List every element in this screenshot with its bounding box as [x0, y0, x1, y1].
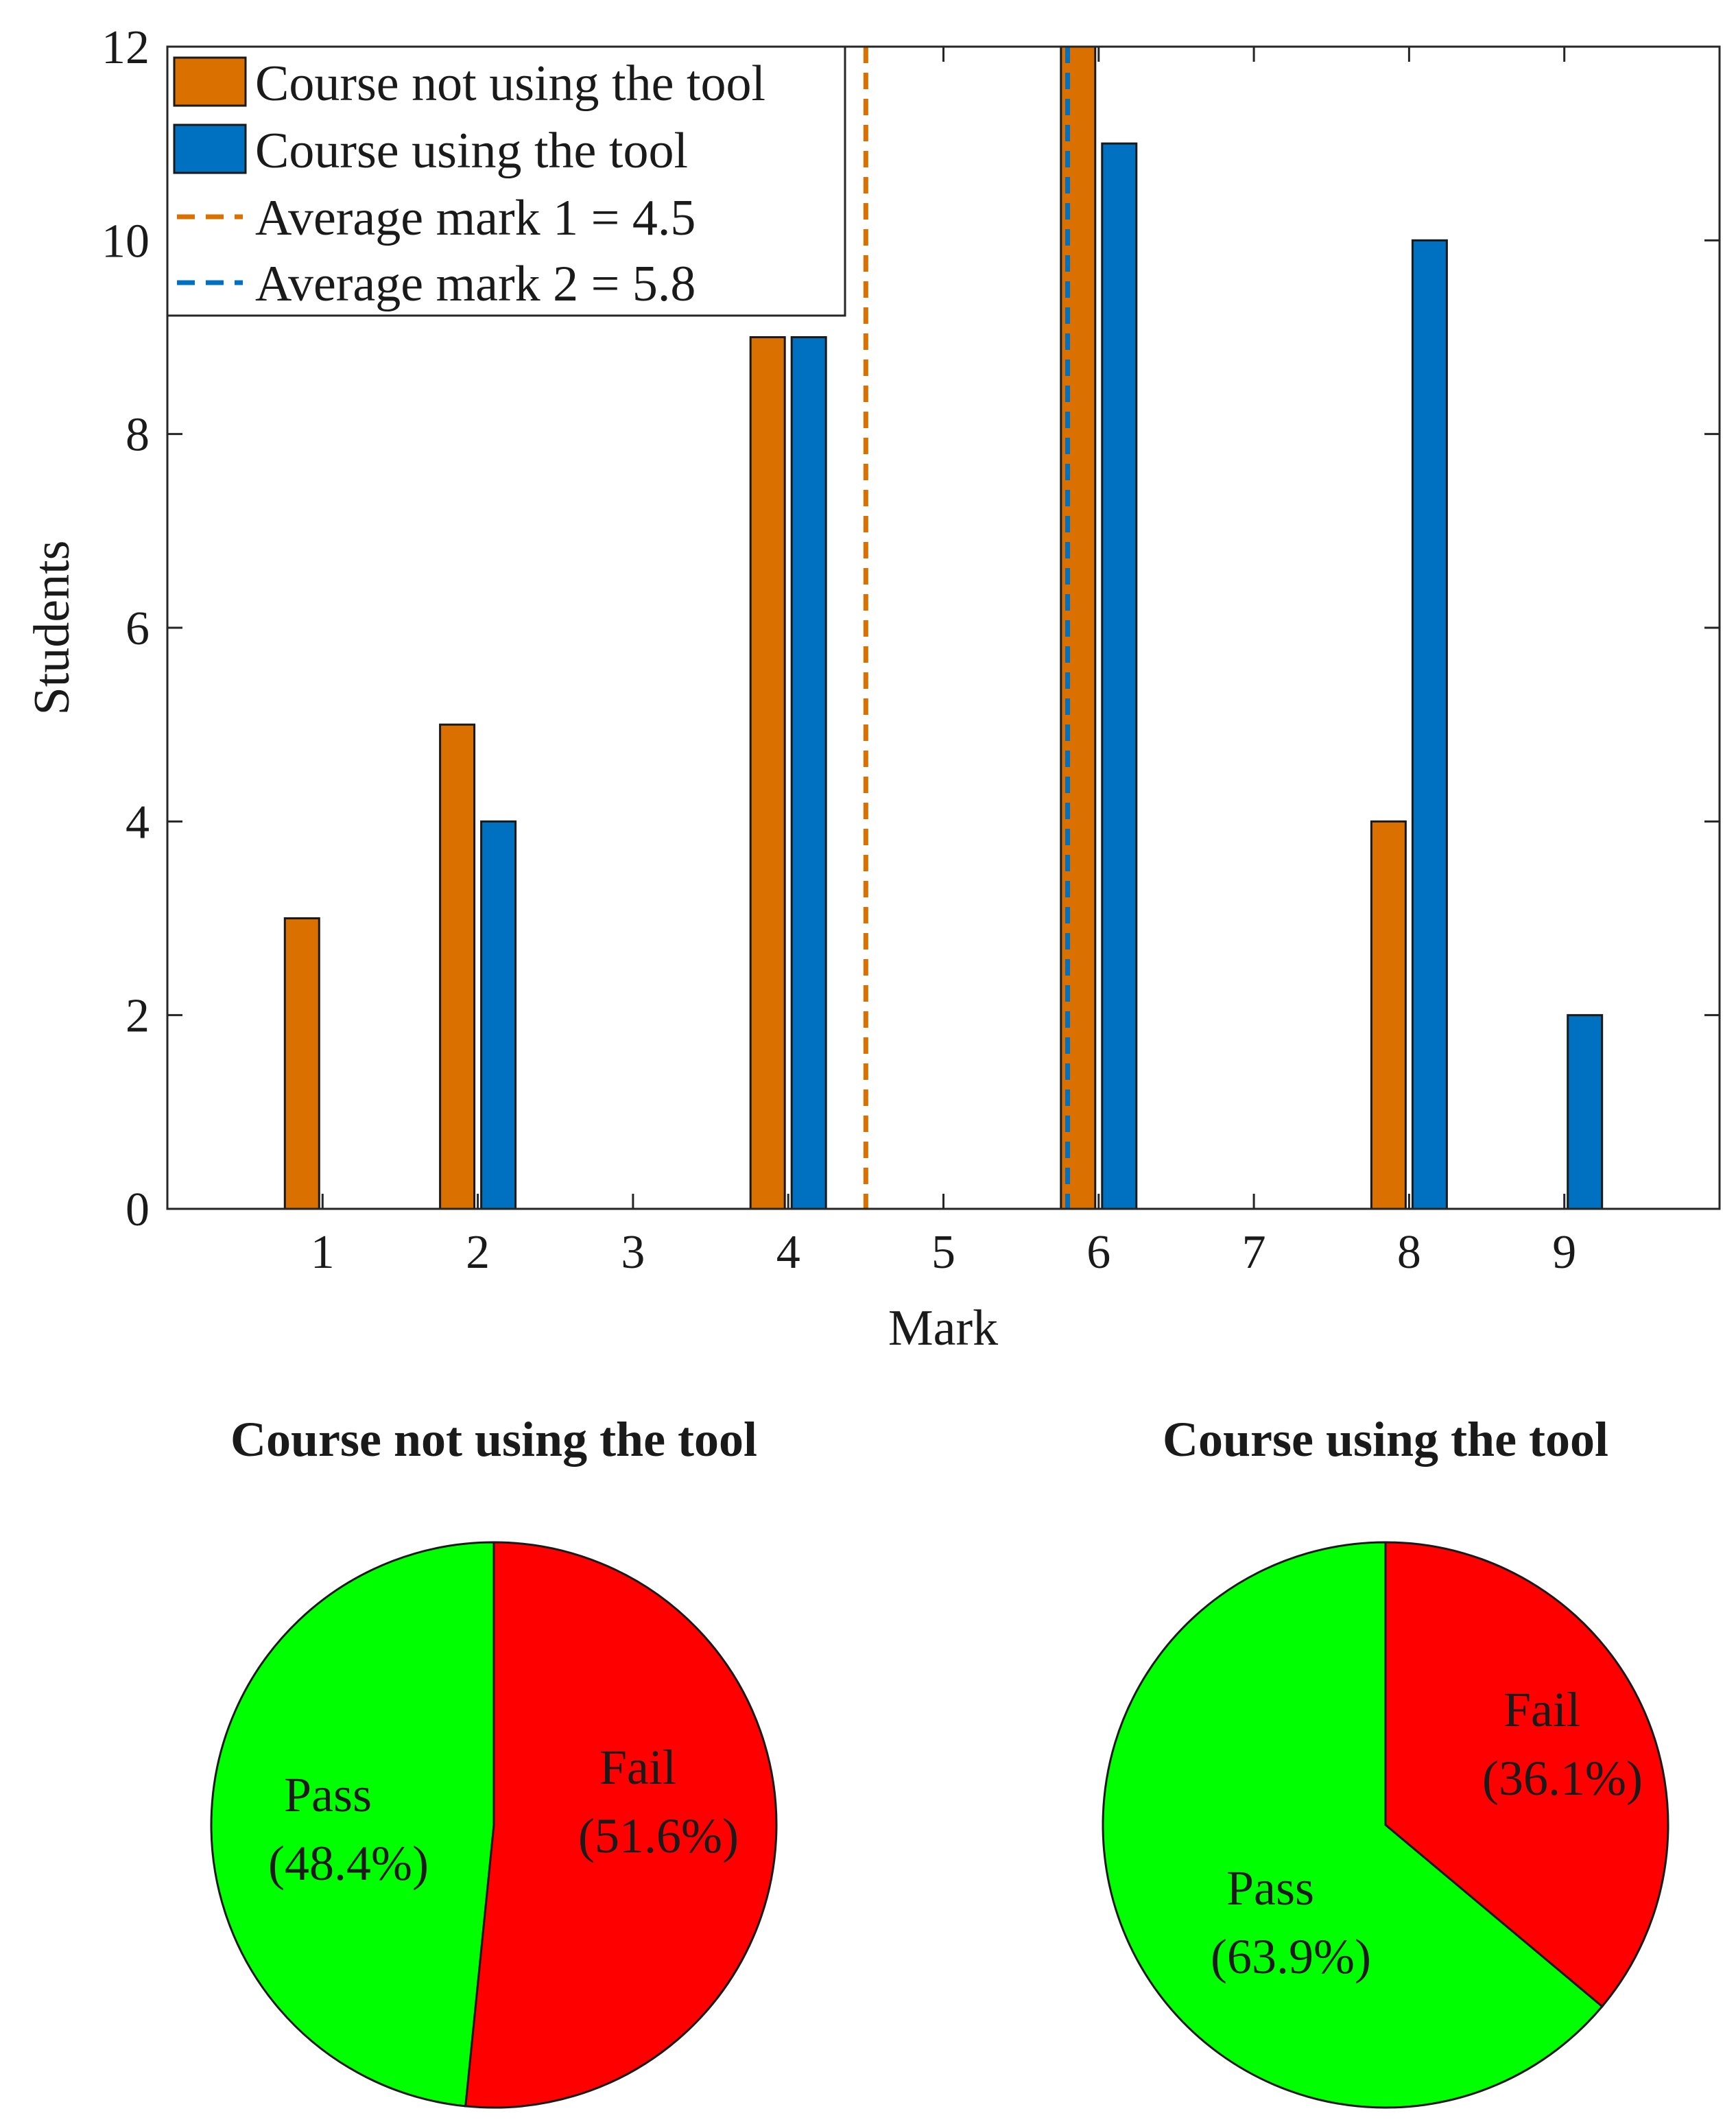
bar-1-mark-1: [283, 917, 320, 1210]
y-tick-label-2: 2: [126, 990, 150, 1043]
x-tick-label-7: 7: [1242, 1226, 1266, 1279]
x-tick-label-5: 5: [931, 1226, 955, 1279]
y-axis: 0 2 4 6 8 10 12: [102, 21, 1720, 1236]
pie-label-pass-not-using: Pass: [284, 1767, 372, 1822]
bar-2-mark-4: [790, 336, 827, 1210]
x-tick-label-1: 1: [311, 1226, 335, 1279]
x-tick-label-4: 4: [776, 1226, 800, 1279]
y-tick-label-6: 6: [126, 602, 150, 655]
bar-2-mark-6: [1101, 142, 1138, 1210]
legend-swatch-series-1: [173, 56, 247, 107]
y-tick-label-4: 4: [126, 796, 150, 849]
bar-1-mark-8: [1370, 820, 1407, 1210]
x-tick-label-6: 6: [1086, 1226, 1110, 1279]
x-tick-label-2: 2: [466, 1226, 490, 1279]
y-tick-label-8: 8: [126, 409, 150, 462]
y-axis-title: Students: [24, 541, 80, 716]
y-tick-label-10: 10: [102, 215, 150, 268]
legend-label-series-1: Course not using the tool: [255, 56, 765, 112]
pie-percent-fail-using: (36.1%): [1482, 1751, 1643, 1806]
x-axis: 1 2 3 4 5 6 7 8 9: [311, 47, 1576, 1279]
x-tick-label-3: 3: [621, 1226, 645, 1279]
x-tick-label-8: 8: [1397, 1226, 1421, 1279]
legend-label-average-1: Average mark 1 = 4.5: [255, 190, 695, 246]
x-axis-title: Mark: [888, 1300, 998, 1356]
bar-2-mark-2: [480, 820, 517, 1210]
bar-1-mark-2: [439, 723, 476, 1210]
average-lines: [863, 47, 1071, 1209]
pie-label-pass-using: Pass: [1226, 1861, 1314, 1915]
x-tick-label-9: 9: [1552, 1226, 1576, 1279]
legend-label-average-2: Average mark 2 = 5.8: [255, 256, 695, 312]
pie-slice-pass: [1102, 1541, 1604, 2109]
pie-slice-fail: [464, 1541, 778, 2109]
pie-slice-fail: [1384, 1541, 1669, 2008]
bar-2-mark-8: [1411, 239, 1448, 1210]
pie-slices-using-tool: [1102, 1541, 1669, 2109]
pie-slices-not-using-tool: [210, 1541, 778, 2109]
y-tick-label-0: 0: [126, 1183, 150, 1236]
legend: Course not using the tool Course using t…: [166, 45, 846, 317]
bar-2-mark-9: [1567, 1014, 1604, 1210]
pie-label-fail-using: Fail: [1503, 1682, 1580, 1737]
pie-chart-not-using-tool: Course not using the tool Fail (51.6%) P…: [210, 1412, 778, 2109]
legend-label-series-2: Course using the tool: [255, 123, 688, 179]
pie-chart-using-tool: Course using the tool Fail (36.1%) Pass …: [1102, 1412, 1669, 2109]
bar-1-mark-4: [749, 336, 786, 1210]
pie-title-not-using-tool: Course not using the tool: [230, 1412, 757, 1467]
pie-title-using-tool: Course using the tool: [1163, 1412, 1608, 1467]
legend-box: [166, 45, 846, 317]
bars-layer: [283, 45, 1604, 1210]
y-tick-label-12: 12: [102, 21, 150, 74]
pie-percent-pass-using: (63.9%): [1211, 1929, 1371, 1984]
pie-percent-pass-not-using: (48.4%): [268, 1836, 429, 1891]
pie-percent-fail-not-using: (51.6%): [578, 1808, 739, 1863]
legend-swatch-series-2: [173, 123, 247, 174]
pie-label-fail-not-using: Fail: [599, 1740, 676, 1795]
pie-slice-pass: [210, 1541, 495, 2108]
